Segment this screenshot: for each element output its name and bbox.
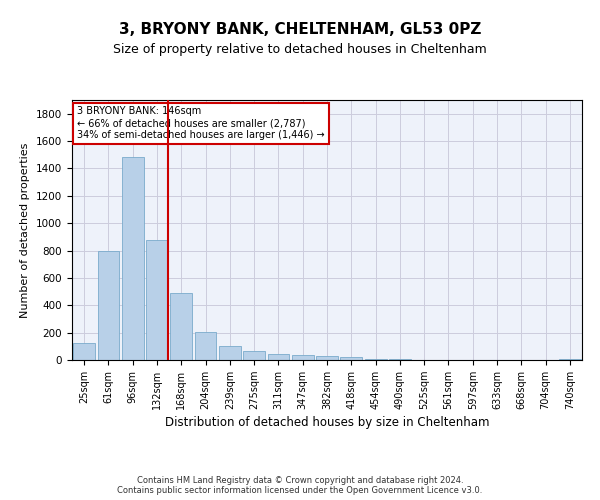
Bar (170, 293, 192, 360)
Text: Size of property relative to detached houses in Cheltenham: Size of property relative to detached ho… (113, 42, 487, 56)
Text: 3, BRYONY BANK, CHELTENHAM, GL53 0PZ: 3, BRYONY BANK, CHELTENHAM, GL53 0PZ (119, 22, 481, 38)
Bar (559, 358, 581, 360)
Y-axis label: Number of detached properties: Number of detached properties (20, 142, 31, 318)
Bar (73, 343, 95, 360)
Bar (292, 355, 314, 360)
Text: Contains HM Land Registry data © Crown copyright and database right 2024.
Contai: Contains HM Land Registry data © Crown c… (118, 476, 482, 495)
Bar (97, 250, 119, 360)
Bar (194, 332, 217, 360)
Bar (243, 351, 265, 360)
Bar (340, 358, 362, 360)
Bar (122, 158, 143, 360)
Bar (219, 346, 241, 360)
Text: 3 BRYONY BANK: 146sqm
← 66% of detached houses are smaller (2,787)
34% of semi-d: 3 BRYONY BANK: 146sqm ← 66% of detached … (77, 106, 325, 140)
Bar (146, 240, 168, 360)
Bar (365, 358, 386, 360)
X-axis label: Distribution of detached houses by size in Cheltenham: Distribution of detached houses by size … (165, 416, 489, 429)
Bar (268, 354, 289, 360)
Bar (316, 356, 338, 360)
